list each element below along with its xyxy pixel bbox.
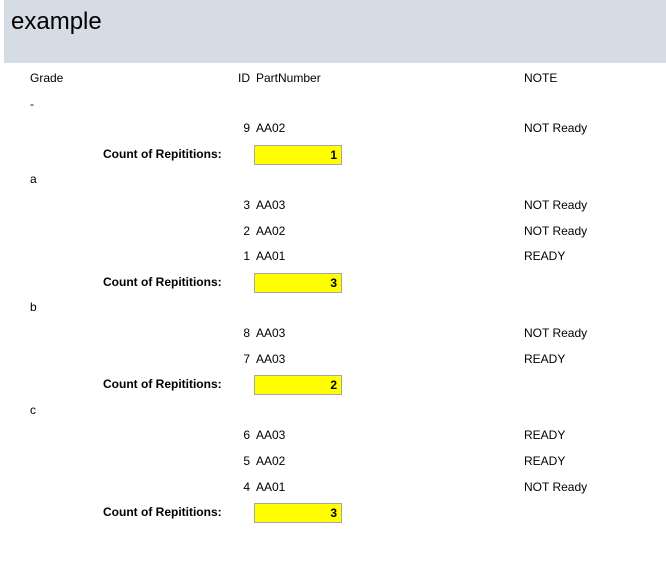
row-note: READY — [524, 428, 566, 442]
group-grade-label: b — [30, 300, 37, 314]
report-title: example — [11, 8, 102, 35]
count-label: Count of Repititions: — [103, 147, 222, 161]
row-part-number: AA01 — [256, 480, 286, 494]
row-part-number: AA02 — [256, 121, 286, 135]
row-note: READY — [524, 454, 566, 468]
count-box: 3 — [254, 503, 342, 523]
row-note: NOT Ready — [524, 224, 588, 238]
row-part-number: AA01 — [256, 249, 286, 263]
count-box: 3 — [254, 273, 342, 293]
row-id: 5 — [243, 454, 250, 468]
count-value: 1 — [330, 148, 337, 162]
row-part-number: AA03 — [256, 428, 286, 442]
row-part-number: AA02 — [256, 224, 286, 238]
row-part-number: AA03 — [256, 198, 286, 212]
row-id: 6 — [243, 428, 250, 442]
count-value: 3 — [330, 276, 337, 290]
column-header-id: ID — [238, 71, 250, 85]
row-id: 4 — [243, 480, 250, 494]
column-header-grade: Grade — [30, 71, 64, 85]
column-header-note: NOTE — [524, 71, 558, 85]
row-id: 2 — [243, 224, 250, 238]
group-grade-label: a — [30, 172, 37, 186]
count-box: 2 — [254, 375, 342, 395]
count-box: 1 — [254, 145, 342, 165]
report-title-band: example — [4, 0, 666, 63]
group-grade-label: - — [30, 97, 34, 111]
column-header-part-number: PartNumber — [256, 71, 321, 85]
row-note: READY — [524, 352, 566, 366]
count-label: Count of Repititions: — [103, 377, 222, 391]
row-id: 9 — [243, 121, 250, 135]
count-label: Count of Repititions: — [103, 505, 222, 519]
row-id: 3 — [243, 198, 250, 212]
row-part-number: AA03 — [256, 326, 286, 340]
count-label: Count of Repititions: — [103, 275, 222, 289]
count-value: 2 — [330, 378, 337, 392]
row-note: NOT Ready — [524, 326, 588, 340]
group-grade-label: c — [30, 403, 36, 417]
count-value: 3 — [330, 506, 337, 520]
row-note: READY — [524, 249, 566, 263]
row-note: NOT Ready — [524, 121, 588, 135]
row-id: 8 — [243, 326, 250, 340]
row-part-number: AA02 — [256, 454, 286, 468]
row-id: 7 — [243, 352, 250, 366]
row-part-number: AA03 — [256, 352, 286, 366]
row-note: NOT Ready — [524, 198, 588, 212]
row-note: NOT Ready — [524, 480, 588, 494]
row-id: 1 — [243, 249, 250, 263]
